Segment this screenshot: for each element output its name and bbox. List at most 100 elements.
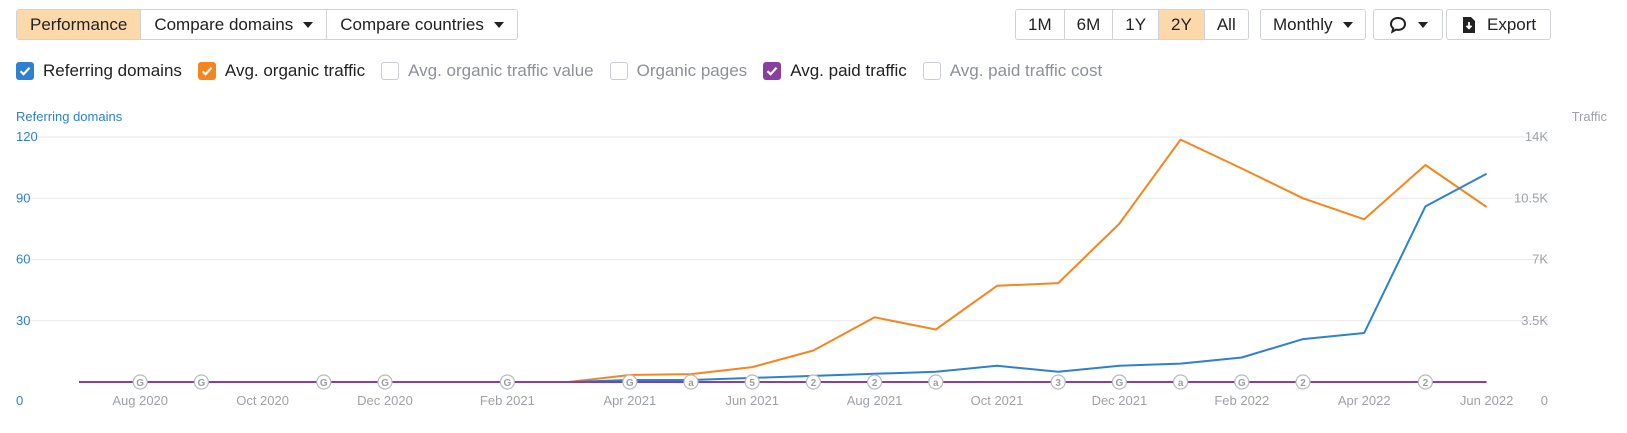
annotation-label: 5 — [749, 378, 755, 389]
annotation-marker — [316, 374, 332, 390]
annotation-marker — [866, 374, 883, 390]
legend-label: Referring domains — [43, 61, 182, 80]
annotation-label: a — [688, 378, 694, 389]
annotation-marker — [193, 374, 209, 390]
tab-label: Compare countries — [340, 14, 484, 34]
range-1m[interactable]: 1M — [1016, 10, 1065, 39]
annotation-label: G — [1238, 378, 1246, 389]
x-tick-label: Apr 2022 — [1338, 393, 1391, 408]
range-label: 1M — [1028, 14, 1052, 34]
y-left-tick-label: 60 — [16, 252, 30, 267]
interval-label: Monthly — [1273, 14, 1333, 34]
annotation-label: G — [504, 378, 512, 389]
checkbox-unchecked-icon[interactable] — [609, 62, 628, 80]
annotation-label: G — [1116, 378, 1124, 389]
annotation-label: G — [626, 378, 634, 389]
range-label: All — [1216, 14, 1236, 34]
chevron-down-icon — [303, 21, 314, 28]
legend-label: Avg. paid traffic cost — [949, 61, 1103, 80]
chevron-down-icon — [493, 21, 504, 28]
annotation-label: 2 — [811, 378, 817, 389]
annotation-marker — [1417, 374, 1434, 390]
annotation-marker — [1295, 374, 1311, 390]
annotation-label: 3 — [1055, 378, 1061, 389]
annotation-marker — [132, 374, 148, 390]
view-tabs: Performance Compare domains Compare countr… — [16, 9, 518, 40]
tab-performance[interactable]: Performance — [17, 10, 142, 39]
legend-label: Avg. organic traffic value — [408, 61, 594, 80]
annotation-marker — [805, 374, 822, 390]
download-icon — [1463, 16, 1475, 33]
x-tick-label: Oct 2021 — [971, 393, 1024, 408]
chevron-down-icon — [1342, 21, 1353, 28]
series-line-avg-organic-traffic — [79, 138, 1488, 383]
comment-icon — [1389, 16, 1407, 34]
y-right-tick-label: 3.5K — [1521, 313, 1548, 328]
y-left-tick-label: 0 — [16, 393, 23, 408]
annotation-label: a — [1178, 378, 1184, 389]
annotation-label: G — [320, 378, 328, 389]
checkbox-checked-icon[interactable] — [763, 62, 782, 80]
x-tick-label: Dec 2021 — [1092, 393, 1148, 408]
annotation-marker — [622, 374, 638, 390]
tab-label: Compare domains — [154, 14, 294, 34]
x-tick-label: Apr 2021 — [603, 393, 656, 408]
range-2y[interactable]: 2Y — [1159, 10, 1205, 39]
x-tick-label: Jun 2021 — [725, 393, 779, 408]
checkbox-checked-icon[interactable] — [197, 62, 216, 80]
checkbox-unchecked-icon[interactable] — [922, 62, 941, 80]
right-axis-title: Traffic — [1571, 109, 1607, 124]
annotation-marker — [683, 374, 699, 390]
legend-item-organic-pages[interactable]: Organic pages — [609, 61, 748, 81]
x-tick-label: Feb 2022 — [1214, 393, 1269, 408]
legend-item-referring-domains[interactable]: Referring domains — [16, 61, 182, 81]
export-label: Export — [1487, 14, 1537, 34]
legend-item-avg-paid-traffic[interactable]: Avg. paid traffic — [763, 61, 907, 81]
chart-toolbar: Performance Compare domains Compare countr… — [16, 9, 1607, 41]
tab-compare-countries[interactable]: Compare countries — [327, 10, 517, 39]
tab-compare-domains[interactable]: Compare domains — [141, 10, 328, 39]
range-6m[interactable]: 6M — [1064, 10, 1114, 39]
range-label: 2Y — [1171, 14, 1192, 34]
series-line-referring-domains — [79, 172, 1488, 383]
annotation-label: G — [136, 378, 144, 389]
x-tick-label: Aug 2021 — [847, 393, 903, 408]
y-right-tick-label: 10.5K — [1514, 190, 1548, 205]
annotation-label: 2 — [1300, 378, 1306, 389]
x-tick-label: Aug 2020 — [112, 393, 168, 408]
checkbox-unchecked-icon[interactable] — [381, 62, 400, 80]
y-right-tick-label: 14K — [1525, 129, 1548, 144]
x-tick-label: Dec 2020 — [357, 393, 413, 408]
left-axis-title: Referring domains — [16, 109, 123, 124]
y-right-tick-label: 7K — [1532, 252, 1548, 267]
y-left-tick-label: 30 — [16, 313, 30, 328]
legend-label: Avg. paid traffic — [790, 61, 907, 80]
annotation-label: 2 — [872, 378, 878, 389]
range-label: 6M — [1076, 14, 1101, 34]
series-legend: Referring domains Avg. organic traffic Avg… — [16, 60, 1118, 82]
annotation-marker — [377, 374, 393, 390]
annotation-marker — [499, 374, 515, 390]
x-tick-label: Jun 2022 — [1460, 393, 1514, 408]
range-all[interactable]: All — [1204, 10, 1248, 39]
annotation-marker — [1172, 374, 1189, 390]
annotation-label: G — [381, 378, 389, 389]
chevron-down-icon — [1418, 21, 1428, 28]
export-button[interactable]: Export — [1446, 9, 1552, 40]
legend-label: Organic pages — [636, 61, 748, 80]
y-left-tick-label: 90 — [16, 190, 30, 205]
legend-label: Avg. organic traffic — [224, 61, 366, 80]
annotation-marker — [1111, 374, 1128, 390]
annotation-label: a — [933, 378, 939, 389]
legend-item-avg-organic-traffic[interactable]: Avg. organic traffic — [197, 61, 366, 81]
range-1y[interactable]: 1Y — [1113, 10, 1160, 39]
comment-dropdown[interactable] — [1373, 9, 1443, 40]
interval-dropdown[interactable]: Monthly — [1260, 9, 1366, 40]
legend-item-avg-organic-traffic-value[interactable]: Avg. organic traffic value — [381, 61, 594, 81]
checkbox-checked-icon[interactable] — [16, 62, 34, 80]
legend-item-avg-paid-traffic-cost[interactable]: Avg. paid traffic cost — [922, 61, 1103, 81]
annotation-marker — [1234, 374, 1250, 390]
annotation-marker — [744, 374, 760, 390]
annotation-marker — [1050, 374, 1066, 390]
tab-label: Performance — [30, 14, 128, 34]
